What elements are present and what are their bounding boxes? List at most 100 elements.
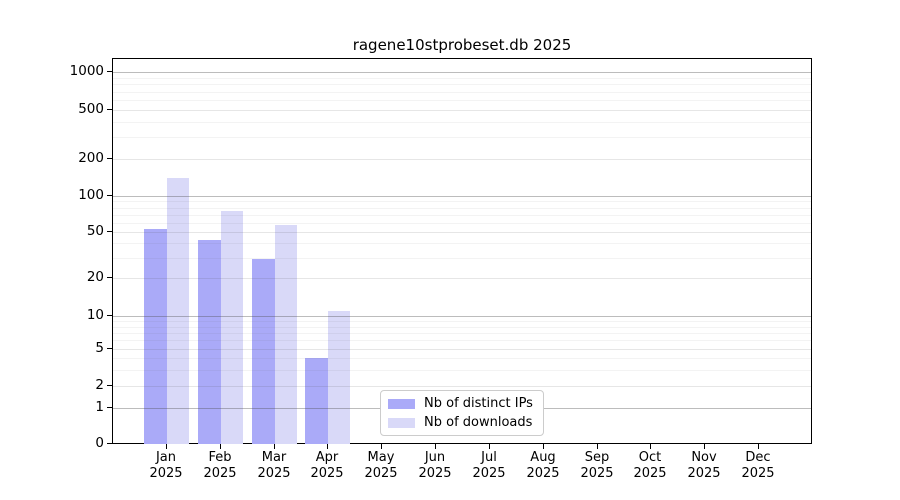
y-tick-mark <box>107 407 112 408</box>
x-tick-year: 2025 <box>203 466 237 481</box>
legend-item: Nb of downloads <box>388 415 535 430</box>
x-tick-month: Jan <box>155 450 177 465</box>
x-tick-month: Aug <box>530 450 556 465</box>
x-tick-year: 2025 <box>149 466 183 481</box>
gridline <box>113 110 811 111</box>
y-tick-mark <box>107 348 112 349</box>
gridline <box>113 316 811 317</box>
x-tick-month: Jun <box>424 450 446 465</box>
bar-series0-month0 <box>144 229 167 444</box>
gridline <box>113 349 811 350</box>
x-tick-label: May 2025 <box>349 450 413 482</box>
legend-item: Nb of distinct IPs <box>388 396 535 411</box>
gridline <box>113 321 811 322</box>
gridline <box>113 232 811 233</box>
bar-series1-month1 <box>221 210 243 444</box>
y-tick-label: 5 <box>95 340 104 356</box>
y-tick-label: 100 <box>78 187 104 203</box>
gridline <box>113 208 811 209</box>
gridline <box>113 278 811 279</box>
bar-series0-month2 <box>252 259 275 444</box>
y-tick-label: 2 <box>95 377 104 393</box>
x-tick-label: Aug 2025 <box>511 450 575 482</box>
x-tick-month: Mar <box>261 450 287 465</box>
x-tick-mark <box>650 444 651 449</box>
gridline <box>113 258 811 259</box>
legend: Nb of distinct IPs Nb of downloads <box>380 390 544 436</box>
gridline <box>113 333 811 334</box>
bar-series1-month2 <box>275 225 297 444</box>
x-tick-label: Jan 2025 <box>134 450 198 482</box>
plot-area <box>112 58 812 444</box>
gridline <box>113 201 811 202</box>
y-tick-label: 20 <box>86 269 104 285</box>
gridline <box>113 78 811 79</box>
y-tick-mark <box>107 315 112 316</box>
x-tick-month: Sep <box>584 450 610 465</box>
x-tick-mark <box>543 444 544 449</box>
x-tick-mark <box>597 444 598 449</box>
y-tick-label: 500 <box>78 101 104 117</box>
y-tick-mark <box>107 158 112 159</box>
x-tick-mark <box>489 444 490 449</box>
x-tick-year: 2025 <box>633 466 667 481</box>
y-tick-mark <box>107 231 112 232</box>
x-tick-month: Apr <box>315 450 339 465</box>
x-tick-month: Feb <box>208 450 232 465</box>
y-tick-label: 10 <box>86 307 104 323</box>
gridline <box>113 327 811 328</box>
gridline <box>113 196 811 197</box>
chart-title: ragene10stprobeset.db 2025 <box>352 36 572 54</box>
x-tick-mark <box>435 444 436 449</box>
gridline <box>113 92 811 93</box>
x-tick-mark <box>220 444 221 449</box>
gridline <box>113 100 811 101</box>
y-tick-label: 200 <box>78 150 104 166</box>
legend-swatch-icon <box>388 417 415 428</box>
x-tick-label: Feb 2025 <box>188 450 252 482</box>
x-tick-mark <box>327 444 328 449</box>
gridline <box>113 122 811 123</box>
bar-series0-month1 <box>198 239 221 444</box>
x-tick-mark <box>704 444 705 449</box>
x-tick-month: Nov <box>691 450 717 465</box>
x-tick-year: 2025 <box>580 466 614 481</box>
y-tick-label: 50 <box>86 223 104 239</box>
y-tick-mark <box>107 277 112 278</box>
x-tick-year: 2025 <box>741 466 775 481</box>
gridline <box>113 386 811 387</box>
y-tick-label: 0 <box>95 435 104 451</box>
x-tick-year: 2025 <box>310 466 344 481</box>
x-tick-label: Jul 2025 <box>457 450 521 482</box>
x-tick-year: 2025 <box>472 466 506 481</box>
x-tick-label: Apr 2025 <box>295 450 359 482</box>
y-tick-mark <box>107 71 112 72</box>
x-tick-year: 2025 <box>257 466 291 481</box>
x-tick-mark <box>274 444 275 449</box>
x-tick-month: May <box>367 450 395 465</box>
y-tick-mark <box>107 109 112 110</box>
gridline <box>113 137 811 138</box>
x-tick-label: Dec 2025 <box>726 450 790 482</box>
x-tick-label: Nov 2025 <box>672 450 736 482</box>
legend-swatch-icon <box>388 398 415 409</box>
x-tick-year: 2025 <box>526 466 560 481</box>
x-tick-label: Oct 2025 <box>618 450 682 482</box>
x-tick-mark <box>758 444 759 449</box>
y-tick-mark <box>107 443 112 444</box>
y-tick-label: 1000 <box>69 63 104 79</box>
y-tick-label: 1 <box>95 399 104 415</box>
x-tick-mark <box>166 444 167 449</box>
y-tick-mark <box>107 385 112 386</box>
y-tick-mark <box>107 195 112 196</box>
gridline <box>113 84 811 85</box>
gridline <box>113 358 811 359</box>
x-tick-label: Jun 2025 <box>403 450 467 482</box>
x-tick-month: Jul <box>481 450 497 465</box>
x-tick-year: 2025 <box>418 466 452 481</box>
gridline <box>113 215 811 216</box>
bar-series1-month3 <box>328 310 350 444</box>
x-tick-mark <box>381 444 382 449</box>
x-tick-year: 2025 <box>364 466 398 481</box>
